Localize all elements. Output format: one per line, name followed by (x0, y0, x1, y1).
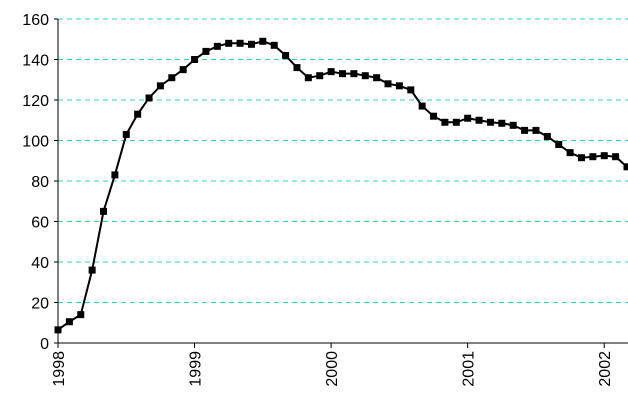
marker (168, 74, 176, 82)
y-tick-label: 20 (31, 296, 49, 313)
marker (156, 82, 164, 90)
marker (316, 72, 324, 80)
marker (339, 70, 346, 78)
marker (77, 311, 85, 319)
y-tick-label: 40 (31, 255, 49, 272)
marker (100, 207, 108, 215)
marker (452, 118, 460, 126)
marker (225, 39, 233, 47)
marker (543, 132, 551, 140)
marker (145, 94, 153, 102)
marker (259, 37, 267, 45)
marker (566, 149, 574, 157)
marker (122, 130, 130, 138)
marker (612, 153, 620, 161)
marker (270, 41, 278, 49)
x-tick-label: 2001 (461, 351, 478, 387)
marker (464, 114, 472, 122)
marker (407, 86, 415, 94)
marker (65, 318, 73, 326)
marker (88, 266, 96, 274)
marker (384, 80, 392, 88)
marker (327, 68, 335, 76)
marker (373, 74, 381, 82)
marker (623, 163, 628, 171)
y-tick-label: 100 (22, 134, 49, 151)
marker (213, 42, 221, 50)
marker (521, 126, 529, 134)
marker (475, 116, 483, 124)
marker (282, 51, 290, 59)
y-tick-label: 60 (31, 215, 49, 232)
marker (293, 64, 301, 72)
y-tick-label: 160 (22, 12, 49, 29)
marker (589, 153, 597, 161)
marker (600, 152, 608, 160)
marker (555, 141, 563, 149)
marker (486, 118, 494, 126)
marker (509, 121, 517, 129)
x-tick-label: 1999 (188, 351, 205, 387)
marker (395, 82, 403, 90)
marker (418, 102, 426, 110)
marker (430, 112, 438, 120)
marker (202, 47, 210, 55)
marker (532, 126, 540, 134)
y-tick-label: 140 (22, 53, 49, 70)
marker (350, 70, 358, 78)
marker (134, 110, 142, 118)
y-tick-label: 80 (31, 174, 49, 191)
marker (361, 72, 369, 80)
marker (179, 66, 187, 74)
line (57, 40, 628, 331)
marker (247, 40, 255, 48)
x-tick-label: 2002 (597, 351, 614, 387)
marker (441, 118, 449, 126)
x-tick-label: 2000 (324, 351, 341, 387)
marker (498, 119, 506, 127)
marker (191, 56, 199, 63)
marker (111, 171, 119, 179)
y-tick-label: 120 (22, 93, 49, 110)
marker (304, 74, 312, 82)
marker (54, 326, 62, 334)
y-tick-label: 0 (40, 336, 49, 353)
x-tick-label: 1998 (51, 351, 68, 387)
marker (236, 39, 244, 47)
marker (577, 154, 585, 162)
